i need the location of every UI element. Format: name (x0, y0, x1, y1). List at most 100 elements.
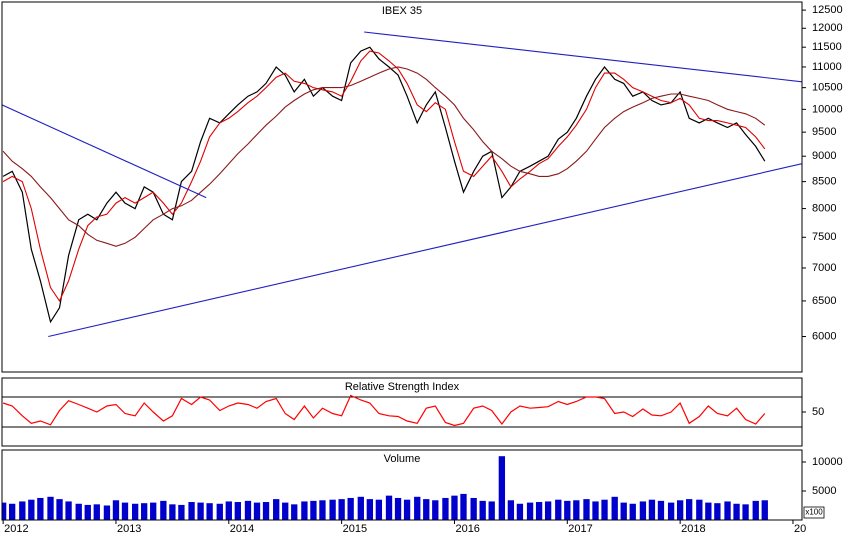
bar (423, 499, 430, 520)
bar (564, 500, 571, 520)
bar (37, 497, 44, 520)
trendline (48, 163, 802, 338)
bar (234, 502, 241, 520)
panel-title: Relative Strength Index (345, 381, 460, 393)
x-tick-label: 2018 (681, 523, 705, 535)
bar (310, 500, 317, 520)
bar (150, 502, 157, 520)
bar (19, 501, 26, 520)
annotation-box (803, 506, 825, 519)
panel-frame (1, 449, 803, 521)
x-tick-label: 2012 (4, 523, 28, 535)
bar (752, 500, 759, 520)
bar (301, 501, 308, 520)
bar (432, 500, 439, 520)
bar (488, 501, 495, 520)
trendline (364, 31, 802, 83)
bar (262, 502, 270, 520)
y-tick-label: 12000 (812, 22, 843, 34)
y-tick-label: 10000 (812, 456, 843, 468)
bar (169, 504, 176, 520)
bar (178, 504, 185, 520)
bar (696, 499, 703, 520)
bar (676, 500, 684, 520)
bar (583, 499, 590, 520)
bar (28, 499, 35, 520)
bar (375, 499, 383, 520)
bar (338, 499, 345, 520)
bar (160, 500, 167, 520)
bar (479, 500, 486, 520)
bar (2, 502, 7, 520)
series-line (2, 66, 766, 247)
bar (601, 499, 608, 520)
x-tick-label: 20 (794, 523, 806, 535)
y-tick-label: 6500 (812, 295, 836, 307)
bar (667, 502, 675, 520)
bar (47, 496, 54, 520)
x-tick-label: 2015 (343, 523, 367, 535)
y-tick-label: 9000 (812, 150, 836, 162)
y-tick-label: 10500 (812, 82, 843, 94)
y-tick-label: 11500 (812, 41, 842, 53)
series-line (2, 46, 766, 324)
bar (470, 497, 477, 520)
bar (714, 503, 721, 520)
bar (460, 493, 467, 520)
bar (507, 500, 515, 520)
bar (253, 502, 261, 520)
bar (188, 502, 195, 520)
bar (592, 501, 599, 520)
bar (544, 501, 552, 520)
bar (516, 503, 524, 520)
bar (225, 501, 232, 520)
panel-title: IBEX 35 (382, 5, 422, 17)
bar (657, 500, 665, 520)
bar (385, 495, 393, 520)
y-tick-label: 7000 (812, 262, 836, 274)
bar (611, 496, 618, 520)
y-tick-label: 50 (812, 406, 824, 418)
bar (103, 505, 111, 520)
bar (93, 504, 100, 520)
bar (206, 503, 213, 520)
bar (620, 502, 627, 520)
bar (216, 503, 223, 520)
bar (65, 501, 72, 520)
x-tick-label: 2017 (568, 523, 592, 535)
bar (629, 503, 636, 520)
bar (56, 499, 63, 520)
y-tick-label: 12500 (812, 4, 843, 16)
series-line (2, 394, 766, 427)
bar (498, 456, 506, 520)
bar (121, 502, 129, 520)
bar (639, 501, 647, 520)
series-line (2, 50, 766, 303)
bar (724, 501, 731, 520)
bar (573, 500, 580, 520)
x-tick-label: 2014 (230, 523, 254, 535)
panel-frame (1, 1, 803, 373)
bar (141, 503, 148, 520)
trendline (2, 104, 207, 199)
y-tick-label: 8000 (812, 202, 836, 214)
bar (686, 499, 693, 520)
bar (112, 500, 120, 520)
y-tick-label: 9500 (812, 126, 836, 138)
bar (442, 497, 449, 520)
y-tick-label: 10000 (812, 103, 843, 115)
panel (2, 456, 768, 520)
panel (2, 31, 802, 338)
bar (394, 497, 402, 520)
bar (131, 503, 139, 520)
bar (347, 497, 354, 520)
y-tick-label: 5000 (812, 485, 836, 497)
bar (705, 502, 712, 520)
bar (273, 499, 280, 520)
bar (319, 500, 326, 520)
bar (244, 500, 252, 520)
bar (733, 503, 740, 520)
bar (84, 504, 91, 520)
